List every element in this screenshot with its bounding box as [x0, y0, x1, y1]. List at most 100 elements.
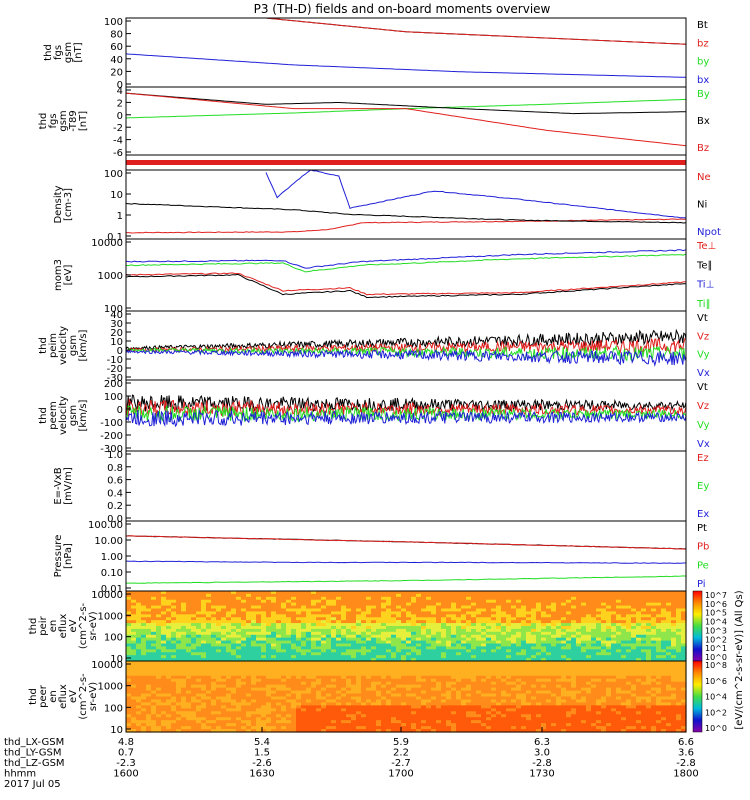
heatmap-cell	[541, 663, 547, 668]
heatmap-cell	[251, 640, 257, 645]
heatmap-cell	[171, 726, 177, 730]
heatmap-cell	[356, 699, 362, 704]
heatmap-cell	[291, 611, 297, 615]
heatmap-cell	[526, 729, 532, 733]
heatmap-cell	[161, 678, 167, 683]
heatmap-cell	[416, 708, 422, 712]
heatmap-cell	[471, 681, 477, 686]
heatmap-cell	[431, 637, 437, 642]
heatmap-cell	[586, 599, 592, 604]
heatmap-cell	[231, 690, 237, 695]
heatmap-cell	[151, 599, 157, 604]
heatmap-cell	[526, 723, 532, 727]
heatmap-cell	[521, 684, 527, 689]
heatmap-cell	[181, 723, 187, 727]
heatmap-cell	[131, 631, 137, 636]
heatmap-cell	[661, 655, 667, 659]
heatmap-cell	[526, 699, 532, 704]
heatmap-cell	[506, 614, 512, 618]
heatmap-cell	[646, 640, 652, 645]
heatmap-cell	[341, 705, 347, 709]
heatmap-cell	[176, 655, 182, 659]
heatmap-cell	[291, 711, 297, 715]
legend-Vy: Vy	[697, 350, 710, 361]
heatmap-cell	[496, 631, 502, 636]
heatmap-cell	[126, 687, 132, 692]
heatmap-cell	[231, 646, 237, 650]
heatmap-cell	[431, 614, 437, 618]
heatmap-cell	[431, 611, 437, 615]
heatmap-cell	[296, 631, 302, 636]
heatmap-cell	[206, 591, 212, 595]
heatmap-cell	[476, 602, 482, 607]
heatmap-cell	[571, 608, 577, 613]
heatmap-cell	[286, 723, 292, 727]
heatmap-cell	[176, 717, 182, 721]
heatmap-cell	[526, 646, 532, 650]
heatmap-cell	[276, 717, 282, 721]
heatmap-cell	[241, 717, 247, 721]
heatmap-cell	[281, 634, 287, 639]
heatmap-cell	[486, 702, 492, 706]
heatmap-cell	[231, 720, 237, 724]
heatmap-cell	[286, 658, 292, 662]
heatmap-cell	[251, 681, 257, 686]
heatmap-cell	[476, 666, 482, 671]
heatmap-cell	[591, 628, 597, 633]
heatmap-cell	[171, 652, 177, 656]
heatmap-cell	[371, 696, 377, 701]
heatmap-cell	[481, 666, 487, 671]
heatmap-cell	[521, 596, 527, 601]
heatmap-cell	[321, 614, 327, 618]
heatmap-cell	[511, 687, 517, 692]
heatmap-cell	[351, 666, 357, 671]
heatmap-cell	[531, 699, 537, 704]
heatmap-cell	[601, 646, 607, 650]
heatmap-cell	[581, 620, 587, 624]
heatmap-cell	[261, 599, 267, 604]
heatmap-cell	[511, 637, 517, 642]
heatmap-cell	[241, 711, 247, 715]
heatmap-cell	[421, 708, 427, 712]
heatmap-cell	[621, 596, 627, 601]
heatmap-cell	[206, 729, 212, 733]
heatmap-cell	[546, 714, 552, 718]
heatmap-cell	[151, 666, 157, 671]
heatmap-cell	[431, 714, 437, 718]
heatmap-cell	[351, 611, 357, 615]
heatmap-cell	[511, 611, 517, 615]
heatmap-cell	[476, 720, 482, 724]
heatmap-cell	[206, 663, 212, 668]
heatmap-cell	[331, 705, 337, 709]
heatmap-cell	[281, 708, 287, 712]
heatmap-cell	[231, 634, 237, 639]
heatmap-cell	[241, 614, 247, 618]
heatmap-cell	[231, 699, 237, 704]
heatmap-cell	[666, 605, 672, 610]
heatmap-cell	[331, 726, 337, 730]
heatmap-cell	[496, 717, 502, 721]
heatmap-cell	[226, 655, 232, 659]
heatmap-cell	[311, 649, 317, 653]
heatmap-cell	[286, 655, 292, 659]
heatmap-cell	[616, 643, 622, 648]
heatmap-cell	[401, 699, 407, 704]
heatmap-cell	[161, 608, 167, 613]
heatmap-cell	[366, 631, 372, 636]
heatmap-cell	[181, 655, 187, 659]
heatmap-cell	[196, 614, 202, 618]
heatmap-cell	[171, 708, 177, 712]
heatmap-cell	[426, 634, 432, 639]
heatmap-cell	[326, 711, 332, 715]
heatmap-cell	[361, 640, 367, 645]
heatmap-cell	[631, 599, 637, 604]
heatmap-cell	[176, 723, 182, 727]
heatmap-cell	[146, 608, 152, 613]
heatmap-cell	[286, 711, 292, 715]
heatmap-cell	[361, 711, 367, 715]
heatmap-cell	[296, 634, 302, 639]
heatmap-cell	[131, 708, 137, 712]
heatmap-cell	[506, 726, 512, 730]
heatmap-cell	[126, 640, 132, 645]
heatmap-cell	[536, 663, 542, 668]
